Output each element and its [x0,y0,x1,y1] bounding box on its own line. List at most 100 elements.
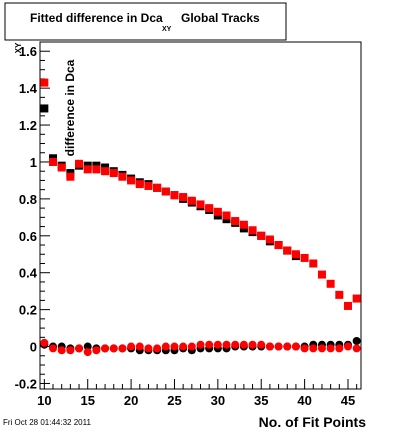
data-point-square [161,187,170,196]
axes: 10 15 20 25 30 35 40 45 -0.2 0 0.2 0.4 0.6 0.8 1 1.2 1.4… [15,41,358,408]
data-point-circle [283,342,292,351]
data-point-square [40,78,49,87]
title-box [4,2,287,41]
data-point-circle [352,344,361,353]
data-point-square [317,270,326,279]
data-point-square [92,165,101,174]
data-point-circle [196,340,205,349]
data-point-circle [265,342,274,351]
data-point-circle [57,346,66,355]
data-point-circle [170,342,179,351]
x-axis-label: No. of Fit Points [259,414,367,430]
data-point-square [127,176,136,185]
data-point-circle [83,348,92,357]
x-tick-label: 15 [80,393,94,408]
data-point-square [135,180,144,189]
data-point-square [213,207,222,216]
data-point-square [205,204,214,213]
data-point-square [335,290,344,299]
y-tick-label: 0.6 [19,229,37,244]
data-point-circle [49,344,58,353]
data-point-circle [257,340,266,349]
data-point-square [291,250,300,259]
data-point-square [257,231,266,240]
data-point-circle [187,342,196,351]
data-point-square [101,167,110,176]
data-point-square [109,169,118,178]
chart-title-subscript: XY [162,26,172,33]
plot-frame [39,41,362,390]
data-point-circle [213,340,222,349]
data-point-square [118,172,127,181]
chart-title-suffix: Global Tracks [181,11,260,25]
data-point-circle [144,344,153,353]
x-tick-label: 25 [167,393,181,408]
data-point-square [352,294,361,303]
data-point-square [265,235,274,244]
y-tick-label: 1.6 [19,44,37,59]
y-axis-label: difference in Dca [63,59,77,156]
data-marks [40,78,361,357]
y-tick-label: 0.8 [19,192,37,207]
data-point-circle [118,344,127,353]
data-point-square [144,181,153,190]
y-axis-label-subscript: XY [14,42,23,53]
data-point-square [170,191,179,200]
data-point-circle [83,342,92,351]
data-point-square [196,200,205,209]
data-point-circle [274,342,283,351]
x-tick-label: 30 [211,393,225,408]
data-point-square [231,217,240,226]
x-tick-label: 40 [297,393,311,408]
data-point-square [343,301,352,310]
data-point-circle [326,344,335,353]
data-point-circle [161,342,170,351]
data-point-circle [92,346,101,355]
data-point-circle [231,340,240,349]
timestamp-footer: Fri Oct 28 01:44:32 2011 [3,418,91,427]
data-point-circle [291,342,300,351]
data-point-circle [343,342,352,351]
data-point-circle [309,344,318,353]
data-point-square [57,163,66,172]
y-tick-label: 1 [30,155,37,170]
y-tick-label: 0.2 [19,303,37,318]
data-point-circle [153,344,162,353]
x-tick-label: 10 [37,393,51,408]
x-tick-label: 20 [124,393,138,408]
data-point-square [248,226,257,235]
data-point-square [187,196,196,205]
data-point-square [300,253,309,262]
data-point-circle [222,340,231,349]
data-point-circle [335,344,344,353]
data-point-circle [248,340,257,349]
data-point-circle [40,338,49,347]
data-point-square [179,193,188,202]
chart-title: Fitted difference in Dca [30,11,163,25]
data-point-circle [66,346,75,355]
data-point-circle [352,337,361,346]
data-point-circle [127,342,136,351]
data-point-square [75,159,84,168]
x-tick-label: 35 [254,393,268,408]
data-point-square [326,279,335,288]
data-point-circle [179,342,188,351]
data-point-square [153,183,162,192]
x-tick-label: 45 [341,393,355,408]
data-point-square [283,246,292,255]
data-point-circle [239,340,248,349]
data-point-circle [300,344,309,353]
data-point-square [222,211,231,220]
data-point-circle [135,342,144,351]
y-tick-label: -0.2 [15,376,37,391]
data-point-circle [109,344,118,353]
data-point-square [309,259,318,268]
data-point-square [66,172,75,181]
y-tick-label: 0.4 [19,266,38,281]
data-point-square [83,165,92,174]
data-point-circle [75,344,84,353]
data-point-circle [317,344,326,353]
data-point-square [49,157,58,166]
y-tick-label: 1.2 [19,118,37,133]
